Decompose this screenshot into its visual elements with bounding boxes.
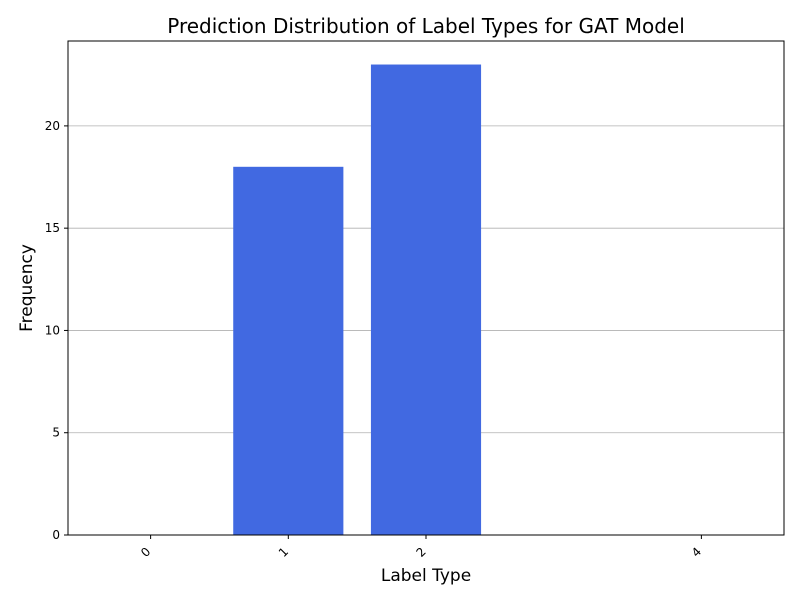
ytick-label-4: 20 <box>45 119 60 133</box>
xtick-label-0: 0 <box>138 545 153 560</box>
ytick-label-1: 5 <box>52 426 60 440</box>
y-axis-ticks: 0 5 10 15 20 <box>45 119 68 542</box>
bar-2 <box>370 64 482 536</box>
xtick-label-4: 4 <box>689 545 704 560</box>
x-axis-ticks: 0 1 2 4 <box>138 535 704 560</box>
xtick-label-1: 1 <box>276 545 291 560</box>
chart-title: Prediction Distribution of Label Types f… <box>167 14 685 38</box>
ytick-label-2: 10 <box>45 323 60 337</box>
y-axis-label: Frequency <box>17 244 37 332</box>
x-axis-label: Label Type <box>381 566 471 586</box>
ytick-label-3: 15 <box>45 221 60 235</box>
bar-1 <box>233 166 344 535</box>
bars <box>233 64 482 536</box>
ytick-label-0: 0 <box>52 528 60 542</box>
xtick-label-2: 2 <box>414 545 429 560</box>
